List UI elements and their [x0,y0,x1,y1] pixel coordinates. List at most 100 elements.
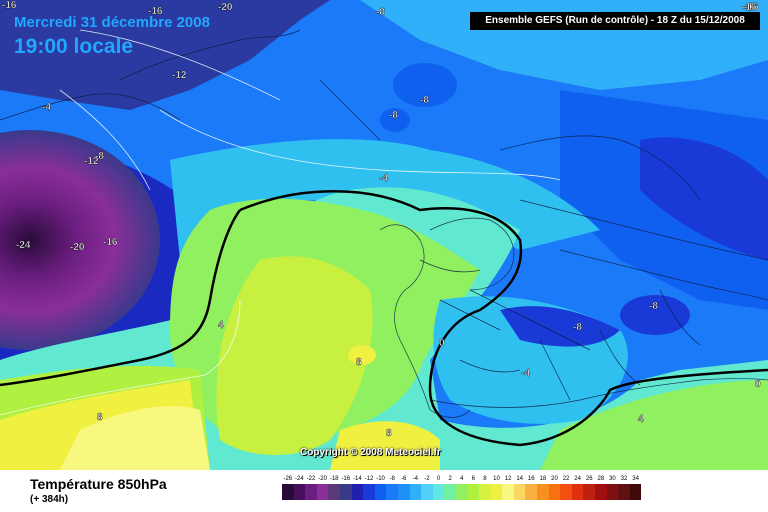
scale-step: 2 [444,474,456,500]
scale-tick-label: 30 [609,476,616,482]
contour-label: -20 [218,2,233,13]
contour-label: 8 [356,357,362,368]
scale-step: -22 [305,474,317,500]
scale-step: 14 [513,474,526,500]
scale-step: 20 [548,474,561,500]
scale-step: 4 [455,474,468,500]
scale-tick-label: -10 [376,476,385,482]
scale-step: -16 [339,474,352,500]
scale-step: 12 [502,474,514,500]
lead-time: (+ 384h) [30,494,69,505]
scale-swatch [282,484,294,500]
scale-tick-label: -8 [389,476,395,482]
contour-label: -8 [95,151,104,162]
scale-tick-label: 10 [493,476,500,482]
color-scale: -26 -24 -22 -20 -18 -16 -14 -12 -10 -8 -6 -4 -2 0 2 4 6 8… [282,474,642,500]
scale-swatch [525,484,538,500]
scale-step: -20 [316,474,329,500]
scale-step: -26 [282,474,294,500]
scale-swatch [455,484,468,500]
contour-label: -4 [42,102,51,113]
scale-tick-label: -22 [306,476,316,482]
scale-swatch [595,484,607,500]
scale-swatch [629,484,642,500]
scale-step: 30 [606,474,619,500]
scale-swatch [513,484,526,500]
contour-label: -20 [70,242,85,253]
contour-label: -8 [420,95,429,106]
scale-swatch [293,484,306,500]
scale-tick-label: 14 [516,476,524,482]
scale-step: 0 [432,474,445,500]
scale-step: 10 [490,474,503,500]
scale-swatch [583,484,596,500]
scale-tick-label: 26 [585,476,593,482]
scale-step: -12 [363,474,375,500]
model-run-label: Ensemble GEFS (Run de contrôle) - 18 Z d… [470,12,760,30]
scale-tick-label: 22 [562,476,570,482]
scale-tick-label: 12 [504,476,512,482]
scale-step: 6 [467,474,480,500]
scale-step: -8 [386,474,398,500]
scale-tick-label: -24 [295,476,304,482]
scale-tick-label: 18 [539,476,547,482]
contour-label: -16 [103,237,118,248]
parameter-title: Température 850hPa [30,476,167,492]
scale-swatch [432,484,445,500]
scale-swatch [560,484,572,500]
scale-tick-label: -18 [329,476,339,482]
contour-label: -4 [379,173,388,184]
contour-label: -16 [148,6,163,17]
contour-label: 4 [638,414,644,425]
contour-label: -8 [649,301,658,312]
scale-swatch [537,484,549,500]
scale-tick-label: -12 [364,476,374,482]
scale-step: 32 [618,474,630,500]
scale-tick-label: -2 [424,476,430,482]
scale-swatch [571,484,584,500]
scale-tick-label: 4 [460,476,464,482]
scale-swatch [316,484,329,500]
temperature-map: -16 -20 -16 -8 -12 -4 -8 -8 -16 -12 -8 -… [0,0,768,470]
scale-swatch [409,484,422,500]
scale-step: 16 [525,474,538,500]
scale-tick-label: 20 [551,476,558,482]
copyright: Copyright © 2008 Meteociel.fr [300,447,441,458]
scale-step: -4 [409,474,422,500]
scale-tick-label: 34 [632,476,639,482]
contour-label: -24 [16,240,31,251]
scale-swatch [305,484,317,500]
scale-tick-label: -20 [318,476,327,482]
scale-step: 28 [595,474,607,500]
scale-step: -10 [374,474,387,500]
contour-label: -12 [172,70,187,81]
scale-step: -2 [421,474,433,500]
scale-tick-label: 2 [448,476,452,482]
scale-swatch [363,484,375,500]
scale-step: 24 [571,474,584,500]
scale-tick-label: 24 [574,476,581,482]
scale-tick-label: -26 [283,476,293,482]
scale-swatch [421,484,433,500]
scale-step: -24 [293,474,306,500]
contour-label: -4 [521,368,530,379]
scale-swatch [502,484,514,500]
scale-step: 18 [537,474,549,500]
contour-label: -16 [744,2,759,13]
contour-label: 8 [97,412,103,423]
contour-label: 0 [439,338,445,349]
scale-swatch [328,484,340,500]
scale-tick-label: 0 [436,476,441,482]
scale-tick-label: 8 [483,476,487,482]
forecast-date: Mercredi 31 décembre 2008 [14,14,210,31]
scale-tick-label: -16 [341,476,351,482]
contour-label: -16 [2,0,17,11]
scale-swatch [374,484,387,500]
contour-label: -12 [84,156,99,167]
contour-label: -16 [742,2,757,13]
contour-label: -8 [573,322,582,333]
scale-swatch [386,484,398,500]
scale-swatch [490,484,503,500]
scale-step: -18 [328,474,340,500]
scale-step: 8 [479,474,491,500]
